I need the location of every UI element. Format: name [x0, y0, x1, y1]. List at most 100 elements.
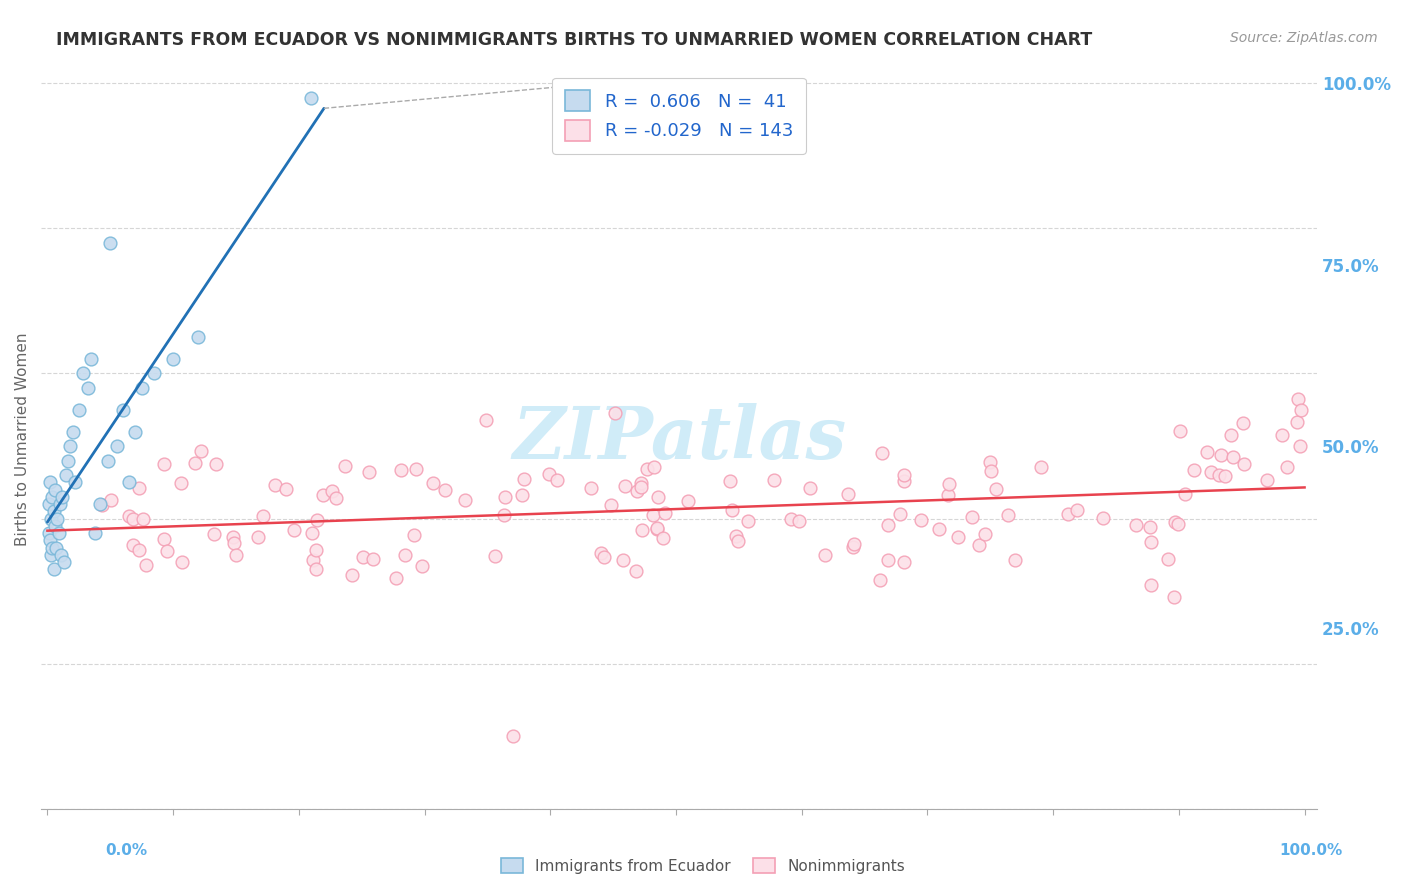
- Point: [546, 473, 568, 487]
- Point: [385, 571, 408, 585]
- Point: [980, 464, 1002, 478]
- Point: [252, 508, 274, 523]
- Point: [162, 351, 184, 366]
- Point: [301, 526, 323, 541]
- Point: [1222, 450, 1244, 465]
- Point: [484, 549, 506, 563]
- Point: [1125, 517, 1147, 532]
- Point: [1220, 428, 1243, 442]
- Point: [837, 486, 859, 500]
- Y-axis label: Births to Unmarried Women: Births to Unmarried Women: [15, 332, 30, 546]
- Point: [76, 381, 98, 395]
- Point: [190, 444, 212, 458]
- Point: [1233, 458, 1256, 472]
- Point: [889, 508, 911, 522]
- Point: [1091, 511, 1114, 525]
- Point: [654, 506, 676, 520]
- Point: [842, 537, 865, 551]
- Point: [869, 573, 891, 587]
- Point: [1167, 517, 1189, 532]
- Point: [877, 553, 900, 567]
- Point: [38, 526, 60, 541]
- Point: [51, 548, 73, 562]
- Point: [38, 497, 60, 511]
- Point: [394, 549, 416, 563]
- Point: [222, 535, 245, 549]
- Point: [645, 522, 668, 536]
- Point: [1195, 445, 1218, 459]
- Point: [1140, 578, 1163, 592]
- Point: [307, 513, 329, 527]
- Point: [652, 531, 675, 545]
- Point: [727, 533, 749, 548]
- Legend: Immigrants from Ecuador, Nonimmigrants: Immigrants from Ecuador, Nonimmigrants: [495, 852, 911, 880]
- Point: [928, 522, 950, 536]
- Point: [41, 490, 63, 504]
- Point: [763, 473, 786, 487]
- Point: [333, 458, 356, 473]
- Point: [780, 512, 803, 526]
- Point: [1139, 519, 1161, 533]
- Point: [169, 475, 191, 490]
- Point: [402, 528, 425, 542]
- Text: 100.0%: 100.0%: [1279, 843, 1343, 858]
- Point: [960, 510, 983, 524]
- Point: [591, 546, 613, 560]
- Point: [1057, 508, 1080, 522]
- Point: [118, 508, 141, 523]
- Point: [510, 488, 533, 502]
- Text: 0.0%: 0.0%: [105, 843, 148, 858]
- Point: [405, 462, 427, 476]
- Point: [312, 488, 335, 502]
- Point: [614, 479, 637, 493]
- Point: [118, 475, 141, 490]
- Point: [155, 544, 177, 558]
- Point: [986, 483, 1008, 497]
- Point: [89, 497, 111, 511]
- Point: [605, 406, 627, 420]
- Point: [893, 468, 915, 483]
- Point: [612, 553, 634, 567]
- Point: [877, 517, 900, 532]
- Point: [42, 504, 65, 518]
- Point: [1286, 392, 1309, 406]
- Point: [45, 541, 67, 555]
- Point: [111, 402, 134, 417]
- Text: ZIPatlas: ZIPatlas: [512, 403, 846, 475]
- Point: [143, 367, 166, 381]
- Point: [63, 475, 86, 490]
- Point: [41, 541, 63, 555]
- Point: [1271, 428, 1294, 442]
- Point: [122, 538, 145, 552]
- Point: [1275, 459, 1298, 474]
- Point: [579, 481, 602, 495]
- Point: [184, 456, 207, 470]
- Point: [1211, 448, 1233, 462]
- Point: [305, 562, 328, 576]
- Point: [39, 548, 62, 562]
- Legend: R =  0.606   N =  41, R = -0.029   N = 143: R = 0.606 N = 41, R = -0.029 N = 143: [553, 78, 806, 153]
- Point: [870, 446, 893, 460]
- Point: [128, 543, 150, 558]
- Point: [52, 555, 75, 569]
- Point: [789, 514, 811, 528]
- Point: [305, 543, 328, 558]
- Point: [630, 523, 652, 537]
- Point: [1157, 552, 1180, 566]
- Point: [59, 439, 82, 453]
- Point: [152, 532, 174, 546]
- Point: [264, 478, 287, 492]
- Point: [222, 530, 245, 544]
- Point: [202, 527, 225, 541]
- Point: [98, 235, 121, 250]
- Point: [974, 526, 997, 541]
- Point: [893, 555, 915, 569]
- Point: [513, 473, 536, 487]
- Point: [1139, 534, 1161, 549]
- Point: [422, 476, 444, 491]
- Point: [502, 730, 524, 744]
- Point: [340, 568, 363, 582]
- Point: [724, 529, 747, 543]
- Point: [626, 483, 648, 498]
- Point: [1004, 553, 1026, 567]
